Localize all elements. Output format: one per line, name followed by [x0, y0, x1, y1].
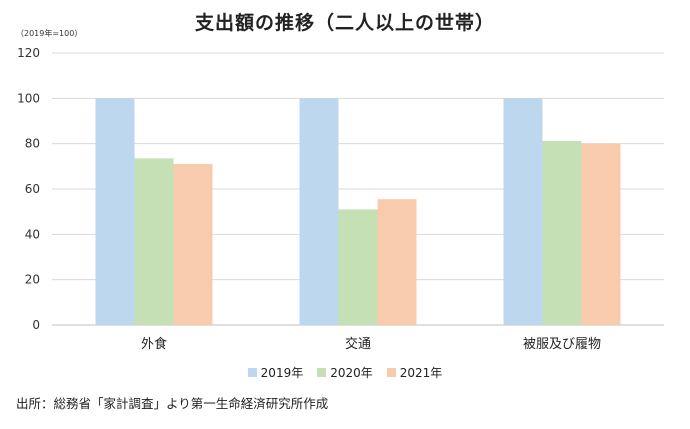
y-tick-label: 20 — [25, 273, 40, 287]
bar-0-2 — [173, 164, 213, 325]
y-tick-label: 100 — [17, 91, 40, 105]
legend-item: 2021年 — [386, 364, 443, 381]
legend-label: 2019年 — [260, 366, 304, 380]
bar-2-0 — [503, 98, 543, 325]
legend-swatch — [317, 368, 327, 377]
y-tick-label: 120 — [17, 46, 40, 60]
y-tick-label: 0 — [32, 318, 40, 332]
legend-swatch — [247, 368, 257, 377]
y-tick-label: 80 — [25, 137, 40, 151]
bar-0-1 — [134, 158, 174, 325]
chart-title: 支出額の推移（二人以上の世帯） — [194, 12, 495, 34]
chart-legend: 2019年 2020年 2021年 — [0, 364, 690, 381]
legend-label: 2020年 — [330, 366, 373, 380]
bar-1-2 — [377, 199, 417, 325]
legend-item: 2020年 — [317, 364, 373, 381]
category-label: 被服及び履物 — [523, 337, 601, 352]
bar-1-1 — [338, 209, 378, 325]
bar-1-0 — [299, 98, 339, 325]
y-tick-label: 60 — [25, 182, 40, 196]
source-note: 出所：総務省「家計調査」より第一生命経済研究所作成 — [16, 396, 329, 411]
bar-2-1 — [542, 140, 582, 325]
bar-0-0 — [95, 98, 135, 325]
category-label: 交通 — [345, 336, 371, 352]
bar-2-2 — [581, 143, 621, 325]
legend-label: 2021年 — [399, 366, 443, 380]
y-tick-label: 40 — [25, 227, 40, 241]
legend-item: 2019年 — [247, 364, 304, 381]
legend-swatch — [386, 368, 396, 377]
chart-note: （2019年=100） — [16, 29, 83, 38]
category-label: 外食 — [141, 336, 167, 352]
